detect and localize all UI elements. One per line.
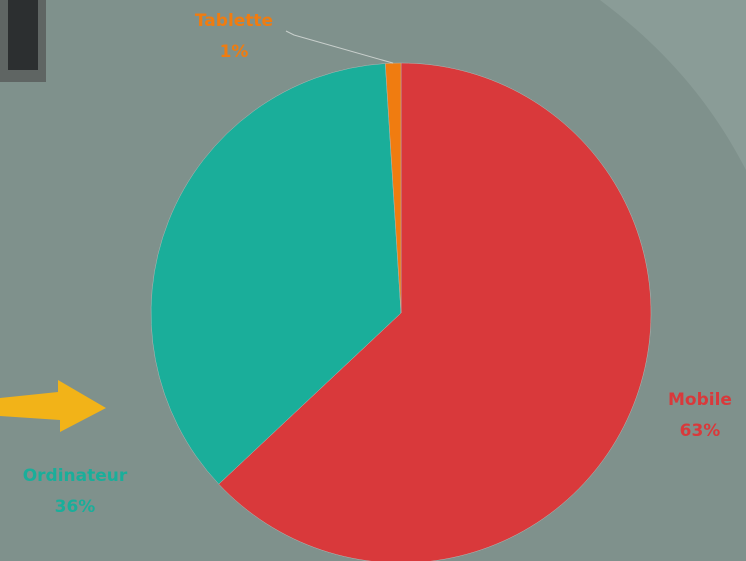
- pie-slice: [218, 62, 652, 561]
- slice-value-label: 63%: [680, 421, 721, 441]
- slice-value-label: 36%: [55, 497, 96, 517]
- pie-chart: Mobile 63% Ordinateur 36% Tablette 1%: [23, 11, 732, 561]
- slice-value-label: 1%: [220, 42, 249, 62]
- pie-slice: [150, 63, 402, 485]
- background-swoosh: [600, 0, 746, 170]
- slice-label: Ordinateur: [23, 466, 128, 486]
- slice-label: Tablette: [195, 11, 273, 31]
- arrow: [0, 380, 106, 432]
- leader-line: [285, 30, 394, 64]
- photo-detail: [8, 0, 38, 70]
- slice-label: Mobile: [668, 390, 732, 410]
